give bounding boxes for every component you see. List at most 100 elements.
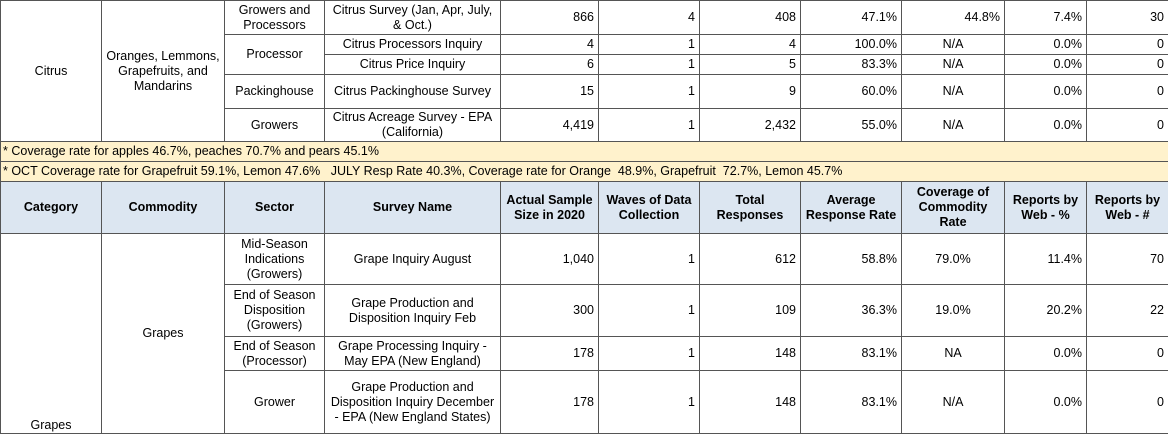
value-cell: 0 [1086, 54, 1168, 75]
value-cell: 612 [699, 233, 801, 285]
table-row: End of Season Disposition (Growers) Grape… [1, 284, 1168, 337]
value-cell: 47.1% [800, 0, 902, 35]
category-cell: Citrus [0, 0, 102, 142]
value-cell: 83.3% [800, 54, 902, 75]
table-row: * Coverage rate for apples 46.7%, peache… [0, 141, 1168, 162]
column-header: Reports by Web - # [1086, 181, 1168, 234]
column-header: Survey Name [324, 181, 501, 234]
survey-name-cell: Grape Inquiry August [324, 233, 501, 285]
value-cell: N/A [901, 108, 1005, 142]
value-cell: 0.0% [1004, 54, 1087, 75]
value-cell: 22 [1086, 284, 1168, 337]
value-cell: 300 [500, 284, 599, 337]
survey-name-cell: Citrus Packinghouse Survey [324, 74, 501, 109]
value-cell: 4 [598, 0, 700, 35]
value-cell: 1 [598, 34, 700, 55]
table-row: End of Season (Processor) Grape Processin… [1, 336, 1168, 371]
value-cell: 58.8% [800, 233, 902, 285]
value-cell: 1 [598, 233, 700, 285]
column-header: Total Responses [699, 181, 801, 234]
column-header: Coverage of Commodity Rate [901, 181, 1005, 234]
table-row: Category Commodity Sector Survey Name Actual… [0, 181, 1168, 234]
value-cell: N/A [901, 74, 1005, 109]
table-row: Grower Grape Production and Disposition I… [1, 370, 1168, 434]
commodity-cell: Grapes [101, 233, 225, 434]
value-cell: 36.3% [800, 284, 902, 337]
category-cell: Grapes [0, 233, 102, 434]
sector-cell: Packinghouse [224, 74, 325, 109]
value-cell: 0 [1086, 74, 1168, 109]
value-cell: 6 [500, 54, 599, 75]
value-cell: 5 [699, 54, 801, 75]
value-cell: 15 [500, 74, 599, 109]
survey-name-cell: Citrus Acreage Survey - EPA (California) [324, 108, 501, 142]
value-cell: 0 [1086, 108, 1168, 142]
value-cell: 866 [500, 0, 599, 35]
sector-cell: End of Season (Processor) [224, 336, 325, 371]
table-row: Growers Citrus Acreage Survey - EPA (Cali… [1, 108, 1168, 142]
value-cell: 30 [1086, 0, 1168, 35]
sector-cell: Processor [224, 34, 325, 75]
survey-name-cell: Grape Processing Inquiry - May EPA (New … [324, 336, 501, 371]
value-cell: 0.0% [1004, 336, 1087, 371]
survey-name-cell: Citrus Processors Inquiry [324, 34, 501, 55]
table-row: Grapes Grapes Mid-Season Indications (Grow… [0, 233, 1168, 434]
sector-cell: Growers and Processors [224, 0, 325, 35]
table-row: Citrus Oranges, Lemmons, Grapefruits, and… [0, 0, 1168, 142]
value-cell: 11.4% [1004, 233, 1087, 285]
value-cell: 0 [1086, 336, 1168, 371]
value-cell: 1 [598, 370, 700, 434]
value-cell: 0 [1086, 370, 1168, 434]
value-cell: 1 [598, 284, 700, 337]
column-header: Waves of Data Collection [598, 181, 700, 234]
value-cell: N/A [901, 54, 1005, 75]
note-cell: * OCT Coverage rate for Grapefruit 59.1%… [0, 161, 1168, 182]
value-cell: 148 [699, 370, 801, 434]
sector-cell: Growers [224, 108, 325, 142]
value-cell: 4,419 [500, 108, 599, 142]
value-cell: 148 [699, 336, 801, 371]
value-cell: 44.8% [901, 0, 1005, 35]
value-cell: 9 [699, 74, 801, 109]
table-row: * OCT Coverage rate for Grapefruit 59.1%… [0, 161, 1168, 182]
value-cell: 0.0% [1004, 370, 1087, 434]
value-cell: 19.0% [901, 284, 1005, 337]
column-header: Reports by Web - % [1004, 181, 1087, 234]
value-cell: 83.1% [800, 370, 902, 434]
column-header: Commodity [101, 181, 225, 234]
value-cell: 178 [500, 336, 599, 371]
table-row: Processor Citrus Processors Inquiry 4 1 4 100… [1, 34, 1168, 75]
survey-name-cell: Citrus Survey (Jan, Apr, July, & Oct.) [324, 0, 501, 35]
value-cell: 7.4% [1004, 0, 1087, 35]
note-cell: * Coverage rate for apples 46.7%, peache… [0, 141, 1168, 162]
value-cell: 1 [598, 74, 700, 109]
value-cell: 1 [598, 54, 700, 75]
survey-name-cell: Grape Production and Disposition Inquiry… [324, 370, 501, 434]
value-cell: N/A [901, 370, 1005, 434]
value-cell: 0 [1086, 34, 1168, 55]
value-cell: 1,040 [500, 233, 599, 285]
value-cell: 60.0% [800, 74, 902, 109]
commodity-cell: Oranges, Lemmons, Grapefruits, and Manda… [101, 0, 225, 142]
value-cell: NA [901, 336, 1005, 371]
value-cell: 83.1% [800, 336, 902, 371]
table-row: Packinghouse Citrus Packinghouse Survey 15… [1, 74, 1168, 109]
value-cell: 4 [699, 34, 801, 55]
value-cell: 0.0% [1004, 108, 1087, 142]
survey-name-cell: Grape Production and Disposition Inquiry… [324, 284, 501, 337]
value-cell: 20.2% [1004, 284, 1087, 337]
sector-cell: Grower [224, 370, 325, 434]
value-cell: N/A [901, 34, 1005, 55]
value-cell: 100.0% [800, 34, 902, 55]
value-cell: 0.0% [1004, 34, 1087, 55]
column-header: Actual Sample Size in 2020 [500, 181, 599, 234]
value-cell: 4 [500, 34, 599, 55]
column-header: Average Response Rate [800, 181, 902, 234]
value-cell: 109 [699, 284, 801, 337]
value-cell: 0.0% [1004, 74, 1087, 109]
sector-cell: Mid-Season Indications (Growers) [224, 233, 325, 285]
value-cell: 408 [699, 0, 801, 35]
column-header: Category [0, 181, 102, 234]
